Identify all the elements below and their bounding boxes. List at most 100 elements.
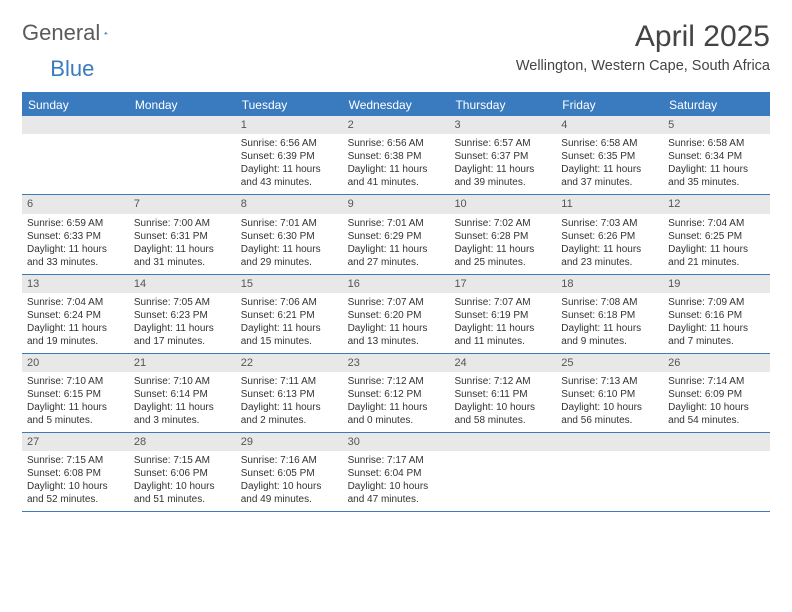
day-cell: 2Sunrise: 6:56 AMSunset: 6:38 PMDaylight… <box>343 116 450 194</box>
daylight-text-1: Daylight: 11 hours <box>454 243 551 256</box>
sunset-text: Sunset: 6:15 PM <box>27 388 124 401</box>
daylight-text-2: and 58 minutes. <box>454 414 551 427</box>
daylight-text-2: and 2 minutes. <box>241 414 338 427</box>
day-number: 6 <box>22 195 129 213</box>
sunset-text: Sunset: 6:39 PM <box>241 150 338 163</box>
day-details: Sunrise: 7:10 AMSunset: 6:14 PMDaylight:… <box>129 372 236 432</box>
sunrise-text: Sunrise: 6:57 AM <box>454 137 551 150</box>
week-row: 13Sunrise: 7:04 AMSunset: 6:24 PMDayligh… <box>22 275 770 354</box>
sunset-text: Sunset: 6:35 PM <box>561 150 658 163</box>
daylight-text-1: Daylight: 10 hours <box>27 480 124 493</box>
daylight-text-1: Daylight: 11 hours <box>134 401 231 414</box>
day-number: 17 <box>449 275 556 293</box>
day-cell: 5Sunrise: 6:58 AMSunset: 6:34 PMDaylight… <box>663 116 770 194</box>
brand-name-1: General <box>22 20 100 46</box>
sunrise-text: Sunrise: 7:13 AM <box>561 375 658 388</box>
daylight-text-2: and 39 minutes. <box>454 176 551 189</box>
sunset-text: Sunset: 6:06 PM <box>134 467 231 480</box>
day-details: Sunrise: 6:57 AMSunset: 6:37 PMDaylight:… <box>449 134 556 194</box>
day-cell: 12Sunrise: 7:04 AMSunset: 6:25 PMDayligh… <box>663 195 770 273</box>
sunset-text: Sunset: 6:25 PM <box>668 230 765 243</box>
day-details: Sunrise: 7:14 AMSunset: 6:09 PMDaylight:… <box>663 372 770 432</box>
day-details: Sunrise: 6:58 AMSunset: 6:34 PMDaylight:… <box>663 134 770 194</box>
sunset-text: Sunset: 6:12 PM <box>348 388 445 401</box>
sunrise-text: Sunrise: 7:09 AM <box>668 296 765 309</box>
week-row: 20Sunrise: 7:10 AMSunset: 6:15 PMDayligh… <box>22 354 770 433</box>
day-header: Friday <box>556 94 663 116</box>
day-cell: 16Sunrise: 7:07 AMSunset: 6:20 PMDayligh… <box>343 275 450 353</box>
day-details: Sunrise: 7:01 AMSunset: 6:29 PMDaylight:… <box>343 214 450 274</box>
daylight-text-2: and 43 minutes. <box>241 176 338 189</box>
day-cell: 30Sunrise: 7:17 AMSunset: 6:04 PMDayligh… <box>343 433 450 511</box>
daylight-text-2: and 27 minutes. <box>348 256 445 269</box>
sunset-text: Sunset: 6:29 PM <box>348 230 445 243</box>
sunrise-text: Sunrise: 7:04 AM <box>27 296 124 309</box>
sunset-text: Sunset: 6:16 PM <box>668 309 765 322</box>
sunset-text: Sunset: 6:33 PM <box>27 230 124 243</box>
day-details: Sunrise: 7:01 AMSunset: 6:30 PMDaylight:… <box>236 214 343 274</box>
day-header: Tuesday <box>236 94 343 116</box>
day-details: Sunrise: 7:12 AMSunset: 6:12 PMDaylight:… <box>343 372 450 432</box>
sunrise-text: Sunrise: 6:56 AM <box>241 137 338 150</box>
daylight-text-2: and 9 minutes. <box>561 335 658 348</box>
sunrise-text: Sunrise: 6:58 AM <box>668 137 765 150</box>
daylight-text-1: Daylight: 11 hours <box>27 401 124 414</box>
day-cell: 23Sunrise: 7:12 AMSunset: 6:12 PMDayligh… <box>343 354 450 432</box>
day-details: Sunrise: 7:06 AMSunset: 6:21 PMDaylight:… <box>236 293 343 353</box>
sunset-text: Sunset: 6:28 PM <box>454 230 551 243</box>
day-number: 15 <box>236 275 343 293</box>
day-details: Sunrise: 7:09 AMSunset: 6:16 PMDaylight:… <box>663 293 770 353</box>
day-number: 13 <box>22 275 129 293</box>
daylight-text-2: and 21 minutes. <box>668 256 765 269</box>
daylight-text-2: and 37 minutes. <box>561 176 658 189</box>
day-details: Sunrise: 7:15 AMSunset: 6:06 PMDaylight:… <box>129 451 236 511</box>
day-number: 7 <box>129 195 236 213</box>
day-cell: 9Sunrise: 7:01 AMSunset: 6:29 PMDaylight… <box>343 195 450 273</box>
brand-logo: General <box>22 20 128 46</box>
calendar: SundayMondayTuesdayWednesdayThursdayFrid… <box>22 92 770 512</box>
day-number: 11 <box>556 195 663 213</box>
daylight-text-2: and 15 minutes. <box>241 335 338 348</box>
day-number: 18 <box>556 275 663 293</box>
daylight-text-1: Daylight: 11 hours <box>348 163 445 176</box>
sunset-text: Sunset: 6:23 PM <box>134 309 231 322</box>
day-cell: 24Sunrise: 7:12 AMSunset: 6:11 PMDayligh… <box>449 354 556 432</box>
day-cell: 29Sunrise: 7:16 AMSunset: 6:05 PMDayligh… <box>236 433 343 511</box>
sunrise-text: Sunrise: 7:00 AM <box>134 217 231 230</box>
day-number: 21 <box>129 354 236 372</box>
day-number: 3 <box>449 116 556 134</box>
sunset-text: Sunset: 6:09 PM <box>668 388 765 401</box>
sunrise-text: Sunrise: 7:15 AM <box>27 454 124 467</box>
day-details: Sunrise: 7:03 AMSunset: 6:26 PMDaylight:… <box>556 214 663 274</box>
sunrise-text: Sunrise: 6:58 AM <box>561 137 658 150</box>
sunset-text: Sunset: 6:38 PM <box>348 150 445 163</box>
sunset-text: Sunset: 6:13 PM <box>241 388 338 401</box>
daylight-text-2: and 25 minutes. <box>454 256 551 269</box>
day-details: Sunrise: 7:16 AMSunset: 6:05 PMDaylight:… <box>236 451 343 511</box>
day-number: 24 <box>449 354 556 372</box>
day-number: 25 <box>556 354 663 372</box>
sunrise-text: Sunrise: 7:10 AM <box>27 375 124 388</box>
daylight-text-2: and 11 minutes. <box>454 335 551 348</box>
day-number: 20 <box>22 354 129 372</box>
day-cell: 26Sunrise: 7:14 AMSunset: 6:09 PMDayligh… <box>663 354 770 432</box>
daylight-text-1: Daylight: 11 hours <box>454 322 551 335</box>
day-cell: 18Sunrise: 7:08 AMSunset: 6:18 PMDayligh… <box>556 275 663 353</box>
week-row: 6Sunrise: 6:59 AMSunset: 6:33 PMDaylight… <box>22 195 770 274</box>
day-cell <box>22 116 129 194</box>
sunrise-text: Sunrise: 7:08 AM <box>561 296 658 309</box>
day-cell <box>663 433 770 511</box>
daylight-text-2: and 17 minutes. <box>134 335 231 348</box>
day-number: 9 <box>343 195 450 213</box>
day-header-row: SundayMondayTuesdayWednesdayThursdayFrid… <box>22 94 770 116</box>
day-cell: 28Sunrise: 7:15 AMSunset: 6:06 PMDayligh… <box>129 433 236 511</box>
day-number: 8 <box>236 195 343 213</box>
daylight-text-1: Daylight: 10 hours <box>134 480 231 493</box>
sunset-text: Sunset: 6:05 PM <box>241 467 338 480</box>
sunrise-text: Sunrise: 7:10 AM <box>134 375 231 388</box>
day-cell <box>449 433 556 511</box>
brand-name-2: Blue <box>50 56 94 82</box>
daylight-text-1: Daylight: 10 hours <box>241 480 338 493</box>
sunset-text: Sunset: 6:31 PM <box>134 230 231 243</box>
day-number: 12 <box>663 195 770 213</box>
